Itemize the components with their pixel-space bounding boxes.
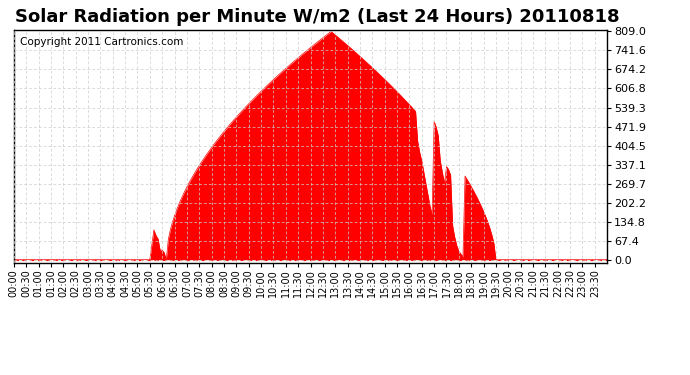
Text: Copyright 2011 Cartronics.com: Copyright 2011 Cartronics.com: [20, 37, 183, 47]
Text: Solar Radiation per Minute W/m2 (Last 24 Hours) 20110818: Solar Radiation per Minute W/m2 (Last 24…: [15, 8, 620, 26]
